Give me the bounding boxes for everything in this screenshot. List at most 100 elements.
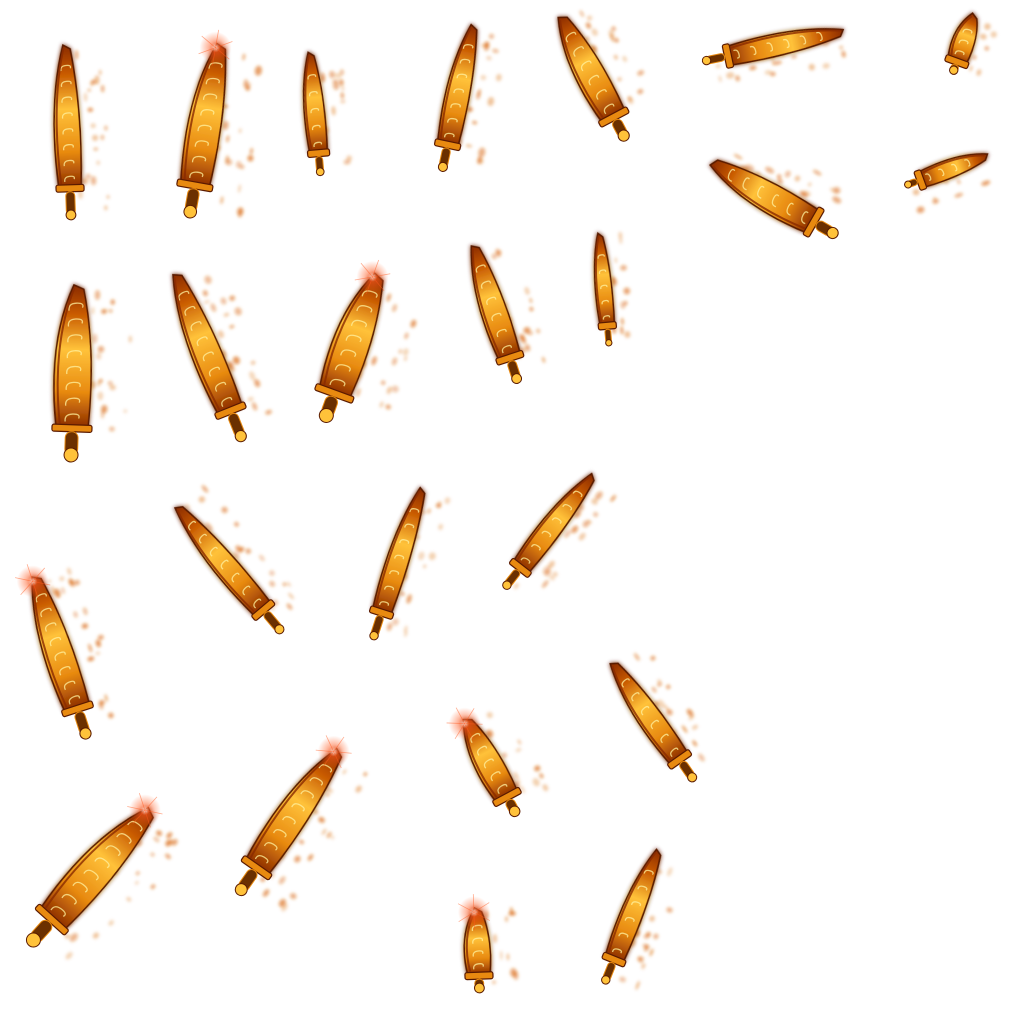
blade-edge	[439, 27, 472, 139]
blade-pommel	[234, 883, 248, 897]
blade-edge	[922, 154, 985, 174]
blade-pommel	[369, 631, 379, 641]
blade-edge	[176, 509, 255, 613]
blade-ornament	[621, 678, 679, 758]
sprite-frame	[234, 735, 368, 912]
blade-pommel	[437, 161, 448, 172]
flaming-blade-icon	[604, 848, 662, 964]
blade-pommel	[183, 204, 198, 219]
blade-pommel	[605, 339, 613, 347]
ember-particles-icon	[513, 491, 616, 590]
blade-pommel	[274, 624, 285, 635]
light-flare-icon	[315, 735, 352, 769]
blade-guard	[597, 321, 618, 331]
blade-ornament	[565, 31, 615, 115]
blade-edge	[55, 47, 65, 185]
ember-particles-icon	[86, 289, 133, 432]
blade-ornament	[470, 732, 508, 795]
light-flare-icon	[15, 564, 51, 599]
blade-ornament	[254, 764, 333, 864]
sprite-frame	[314, 259, 417, 423]
blade-pommel	[315, 167, 325, 177]
ember-particles-icon	[610, 231, 631, 338]
blade-ornament	[378, 508, 420, 607]
light-flare-icon	[127, 793, 163, 828]
light-flare-icon	[446, 707, 483, 740]
sprite-frame	[593, 231, 631, 347]
sprite-frame	[25, 793, 178, 960]
blade-pommel	[508, 805, 521, 818]
blade-ornament	[64, 302, 84, 422]
blade-edge	[374, 490, 421, 607]
flaming-blade-icon	[609, 662, 689, 767]
blade-ornament	[307, 74, 323, 148]
blade-edge	[607, 851, 657, 953]
ember-particles-icon	[75, 49, 110, 211]
ember-particles-icon	[733, 153, 842, 213]
flaming-blade-icon	[593, 231, 616, 327]
ember-particles-icon	[64, 830, 178, 960]
blade-pommel	[318, 407, 334, 423]
light-flare-icon	[354, 259, 391, 294]
blade-pommel	[473, 982, 485, 994]
light-flare-icon	[198, 29, 233, 66]
flaming-blade-icon	[173, 506, 273, 618]
flaming-blade-icon	[709, 159, 821, 234]
flaming-blade-icon	[917, 153, 989, 189]
blade-pommel	[234, 430, 247, 443]
blade-ornament	[924, 159, 971, 181]
sprite-frame	[302, 51, 352, 177]
sprite-frame	[601, 848, 673, 990]
blade-pommel	[79, 727, 92, 740]
blade-ornament	[733, 31, 823, 59]
blade-ornament	[597, 254, 611, 320]
blade-ornament	[35, 593, 81, 705]
sprite-frame	[709, 153, 842, 240]
blade-ornament	[520, 490, 583, 565]
blade-pommel	[601, 975, 611, 985]
sprite-frame	[904, 153, 991, 214]
sprite-frame	[53, 43, 110, 221]
blade-edge	[950, 15, 973, 55]
blade-edge	[56, 287, 76, 424]
ember-particles-icon	[458, 33, 502, 165]
blade-edge	[471, 248, 502, 357]
frames-layer	[15, 10, 997, 994]
sprite-frame	[944, 12, 997, 76]
ember-particles-icon	[47, 567, 114, 719]
blade-pommel	[502, 580, 512, 590]
flaming-blade-icon	[53, 43, 83, 189]
blade-guard	[464, 971, 494, 981]
ember-particles-icon	[484, 907, 519, 985]
ember-particles-icon	[633, 653, 705, 762]
sprite-frame	[502, 472, 616, 590]
blade-guard	[55, 183, 85, 193]
blade-edge	[304, 55, 313, 150]
sprite-frame	[176, 29, 262, 219]
ember-particles-icon	[485, 711, 549, 794]
blade-pommel	[25, 932, 41, 948]
blade-ornament	[329, 290, 378, 387]
blade-ornament	[178, 290, 233, 408]
blade-edge	[730, 29, 841, 49]
blade-pommel	[687, 772, 698, 783]
blade-ornament	[443, 44, 474, 138]
blade-pommel	[904, 180, 913, 189]
blade-ornament	[611, 869, 654, 954]
sprite-frame	[609, 653, 705, 783]
blade-ornament	[475, 264, 512, 354]
blade-pommel	[949, 65, 959, 75]
sprite-frame	[701, 28, 846, 83]
sprite-frame	[457, 894, 519, 994]
blade-ornament	[471, 924, 484, 970]
flaming-blade-icon	[302, 51, 329, 155]
blade-ornament	[188, 520, 262, 609]
blade-ornament	[50, 820, 143, 917]
blade-edge	[173, 277, 221, 411]
flaming-blade-icon	[947, 12, 978, 66]
blade-edge	[594, 236, 603, 322]
blade-pommel	[63, 447, 79, 463]
light-flare-icon	[457, 894, 491, 931]
flaming-blade-icon	[371, 486, 426, 617]
flaming-blade-icon	[436, 23, 478, 148]
